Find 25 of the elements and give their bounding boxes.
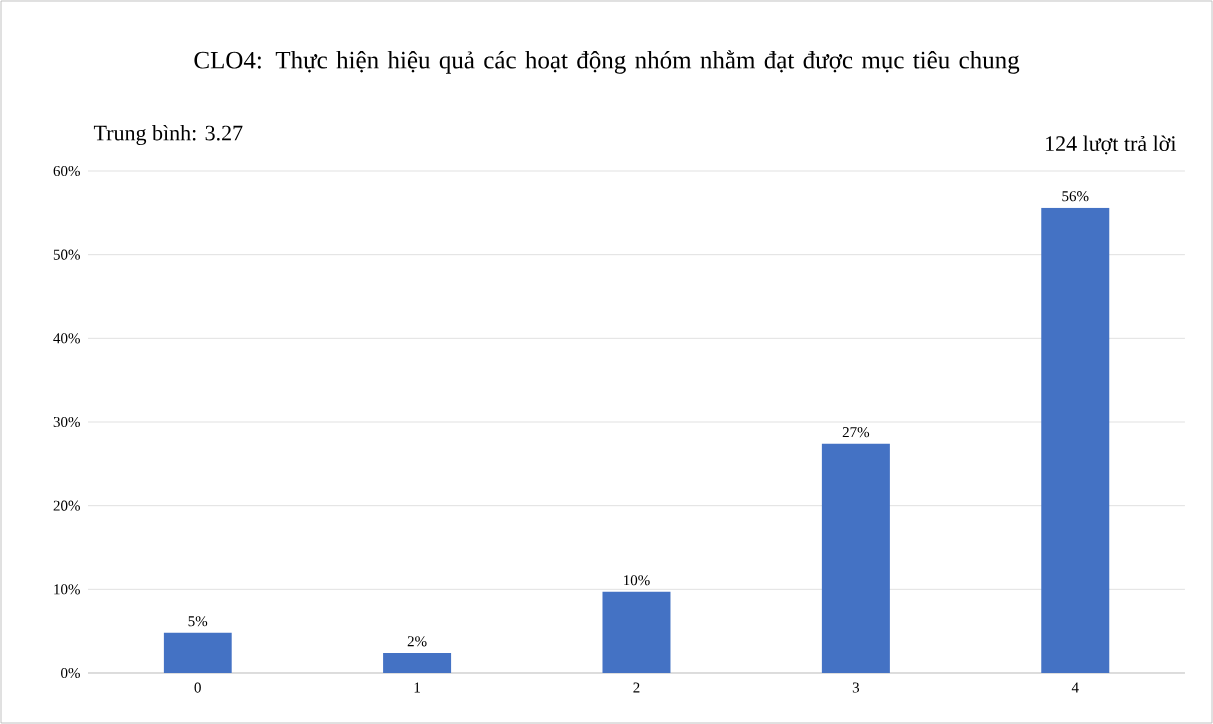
text: 124 lượt trả lời — [1046, 135, 1177, 155]
bar — [1041, 207, 1110, 673]
y-tick-label: 20% — [53, 500, 80, 511]
y-tick-label: 10% — [54, 584, 80, 595]
x-tick-label: 0 — [194, 682, 201, 693]
data-label: 27% — [842, 427, 870, 438]
bar — [602, 591, 671, 673]
y-tick-label: 60% — [53, 165, 80, 177]
x-tick-label: 4 — [1071, 682, 1079, 693]
data-label: 56% — [1062, 191, 1089, 202]
y-tick-label: 30% — [53, 416, 80, 428]
data-label: 5% — [188, 616, 208, 627]
y-tick-label: 40% — [53, 333, 80, 344]
bar — [383, 652, 452, 673]
y-tick-label: 0% — [61, 667, 80, 679]
data-label: 2% — [407, 636, 427, 647]
x-tick-label: 1 — [414, 682, 420, 693]
data-label: 10% — [624, 575, 650, 586]
text: Trung bình: 3.27 — [93, 124, 243, 146]
bar — [163, 632, 232, 673]
y-tick-label: 50% — [53, 249, 80, 260]
chart-title: CLO4: Thực hiện hiệu quả các hoạt động nhóm nhằm đạt được mục tiêu chung — [194, 50, 1020, 74]
bar — [821, 443, 890, 673]
x-tick-label: 2 — [633, 682, 640, 693]
x-tick-label: 3 — [852, 682, 860, 693]
